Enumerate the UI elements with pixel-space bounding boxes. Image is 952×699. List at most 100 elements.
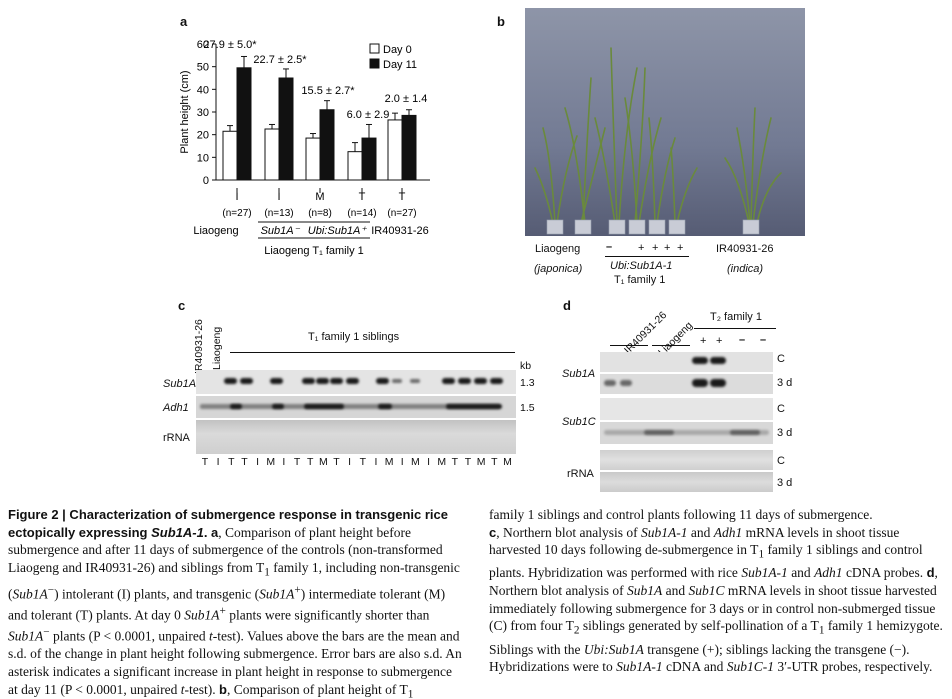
panel-b-japonica-label: (japonica) [534, 263, 583, 275]
x-category-label: T [359, 191, 366, 203]
panel-d-ir-line [610, 345, 648, 346]
panel-b-sign-1: – [606, 241, 613, 253]
x-category-label: M [315, 191, 324, 203]
caption-title-gene: Sub1A-1 [151, 524, 204, 540]
panel-d-rrna-c-blot [600, 450, 773, 470]
group-label: Liaogeng [193, 225, 238, 237]
lane-label: T [464, 456, 472, 468]
change-annotation: 6.0 ± 2.9 [347, 109, 390, 121]
lane-label: M [266, 456, 276, 468]
lane-label: M [476, 456, 486, 468]
panel-c-adh1-blot [196, 396, 516, 418]
panel-b-indica-label: (indica) [727, 263, 764, 275]
panel-c-ir-label: IR40931-26 [193, 319, 205, 374]
panel-d-family-label: T₂ family 1 [710, 311, 762, 323]
lane-label: T [201, 456, 209, 468]
lane-label: T [241, 456, 248, 468]
lane-label: M [503, 456, 512, 468]
panel-d-sub1a-3d-blot [600, 374, 773, 394]
panel-d-sign-2: + [716, 335, 723, 347]
change-annotation: 22.7 ± 2.5* [253, 54, 307, 66]
bar-day11 [236, 67, 252, 181]
panel-d-cond-2: 3 d [777, 377, 793, 389]
panel-d-rrna-3d-blot [600, 472, 773, 492]
panel-d-family-line [694, 328, 776, 329]
panel-b-sign-3: + [652, 242, 659, 254]
panel-d-sub1c-3d-blot [600, 422, 773, 444]
caption-right: family 1 siblings and control plants fol… [489, 507, 943, 675]
panel-c-kb-label: kb [520, 360, 532, 372]
panel-b-bracket-line [605, 256, 689, 257]
panel-c-size-15: 1.5 [520, 402, 535, 414]
panel-b-plant-photo [525, 8, 805, 236]
panel-d-cond-3: C [777, 403, 785, 415]
legend-label: Day 11 [383, 59, 417, 71]
panel-c-siblings-label: T₁ family 1 siblings [308, 331, 400, 343]
bar-day11 [401, 114, 417, 181]
panel-d-row-sub1c: Sub1C [562, 416, 596, 428]
panel-b-sign-2: + [638, 242, 645, 254]
n-label: (n=8) [308, 208, 332, 219]
caption-d: d [926, 565, 935, 581]
panel-c-row-adh1: Adh1 [163, 402, 189, 414]
lane-label: I [348, 456, 352, 468]
lane-label: T [491, 456, 498, 468]
lane-label: T [359, 456, 366, 468]
panel-d-row-sub1a: Sub1A [562, 368, 596, 380]
lane-label: T [228, 456, 235, 468]
panel-c-rrna-blot [196, 420, 516, 454]
y-tick-label: 50 [197, 62, 209, 74]
lane-label: T [306, 456, 314, 468]
bar-day0 [305, 137, 321, 181]
bar-day11 [361, 137, 377, 181]
panel-b-liaogeng-label: Liaogeng [535, 243, 581, 255]
bar-day0 [264, 128, 280, 181]
caption-c: c [489, 524, 497, 540]
lane-label: I [256, 456, 260, 468]
panel-b-sign-5: + [677, 242, 684, 254]
lane-label: I [216, 456, 220, 468]
y-tick-label: 60 [197, 39, 209, 51]
change-annotation: 15.5 ± 2.7* [301, 85, 355, 97]
panel-d-sub1c-c-blot [600, 398, 773, 420]
lane-label: I [400, 456, 404, 468]
panel-d-letter: d [563, 298, 571, 313]
panel-b-ubi-label: Ubi:Sub1A-1 [610, 260, 673, 272]
panel-c-liaogeng-label: Liaogeng [211, 326, 223, 370]
panel-c-sub1a-blot [196, 370, 516, 394]
panel-b-sign-4: + [664, 242, 671, 254]
n-label: (n=27) [222, 208, 251, 219]
lane-label: T [333, 456, 340, 468]
panel-c-row-sub1a: Sub1A [163, 378, 197, 390]
caption-left: Figure 2 | Characterization of submergen… [8, 507, 462, 699]
panel-b-ir-label: IR40931-26 [716, 243, 774, 255]
y-tick-label: 30 [197, 107, 209, 119]
panel-b-family-label: T₁ family 1 [614, 274, 666, 286]
panel-d-cond-4: 3 d [777, 427, 793, 439]
lane-label: M [318, 456, 328, 468]
x-category-label: I [235, 191, 238, 203]
panel-c-siblings-line [230, 352, 515, 353]
panel-d-sign-3: – [739, 334, 746, 346]
n-label: (n=13) [264, 208, 293, 219]
panel-b-letter: b [497, 14, 505, 29]
panel-d-cond-1: C [777, 353, 785, 365]
x-category-label: I [277, 191, 280, 203]
n-label: (n=14) [347, 208, 376, 219]
panel-d-liaogeng-line [652, 345, 690, 346]
group-label: IR40931-26 [371, 225, 429, 237]
lane-label: I [282, 456, 286, 468]
lane-label: T [451, 456, 459, 468]
family-label: Liaogeng T₁ family 1 [264, 245, 364, 257]
y-tick-label: 40 [197, 84, 209, 96]
y-axis-label: Plant height (cm) [179, 70, 191, 153]
panel-a-bar-chart: 0 10 20 30 40 50 60 Plant height (cm) I (n=27) I (n… [179, 39, 430, 257]
group-label: Sub1A⁻ [261, 225, 301, 237]
change-annotation: 27.9 ± 5.0* [203, 39, 257, 51]
lane-label: I [427, 456, 430, 468]
x-category-label: T [399, 191, 406, 203]
panel-d-row-rrna: rRNA [567, 468, 594, 480]
panel-c-letter: c [178, 298, 186, 313]
lane-label: M [384, 456, 394, 468]
y-tick-label: 10 [197, 152, 209, 164]
